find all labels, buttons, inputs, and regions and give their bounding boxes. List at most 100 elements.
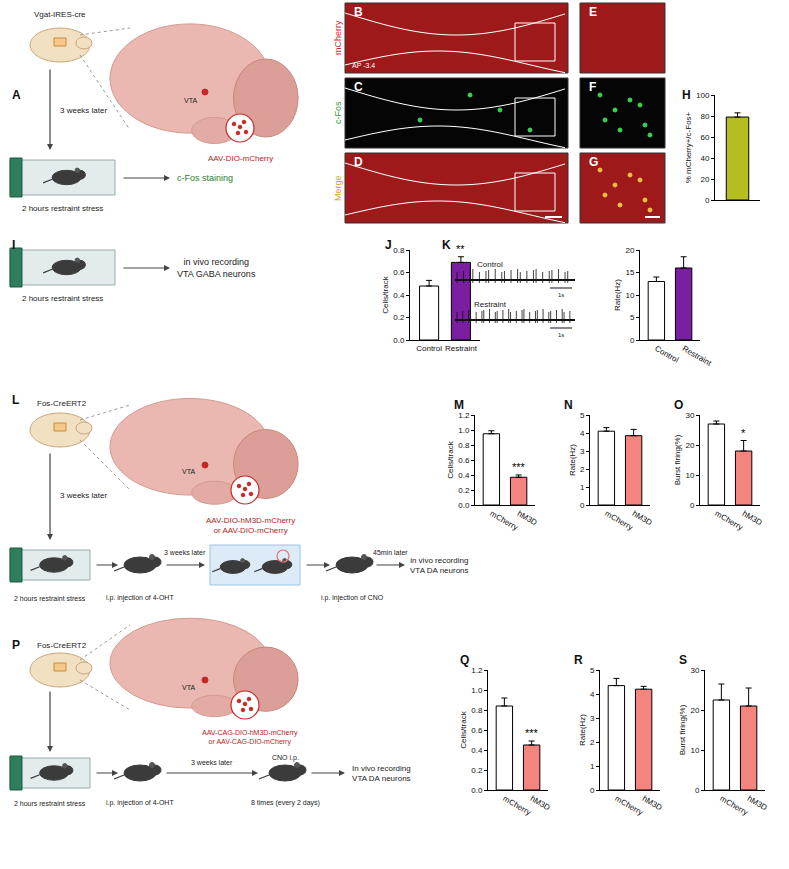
svg-text:**: ** xyxy=(456,243,465,255)
svg-text:2 hours restraint stress: 2 hours restraint stress xyxy=(22,204,103,213)
svg-text:4: 4 xyxy=(590,690,595,699)
svg-text:hM3D: hM3D xyxy=(631,509,654,528)
svg-text:in vivo recordingVTA DA neuron: in vivo recordingVTA DA neurons xyxy=(410,556,469,575)
svg-text:0.4: 0.4 xyxy=(471,746,483,755)
svg-text:F: F xyxy=(589,80,596,94)
svg-text:I: I xyxy=(12,238,15,252)
svg-text:VTA: VTA xyxy=(184,97,197,104)
svg-text:0: 0 xyxy=(705,196,710,205)
svg-text:Q: Q xyxy=(460,653,469,667)
svg-text:1s: 1s xyxy=(558,332,564,338)
svg-text:Cells/track: Cells/track xyxy=(446,440,455,478)
svg-text:P: P xyxy=(12,638,20,652)
svg-text:1: 1 xyxy=(590,762,595,771)
svg-text:S: S xyxy=(679,653,687,667)
svg-text:0.4: 0.4 xyxy=(393,291,405,300)
svg-text:0: 0 xyxy=(590,786,595,795)
svg-text:VTA: VTA xyxy=(182,468,195,475)
svg-text:mCherry: mCherry xyxy=(488,509,519,532)
svg-text:10: 10 xyxy=(690,746,699,755)
svg-text:mCherry: mCherry xyxy=(603,509,634,532)
svg-text:100: 100 xyxy=(696,91,710,100)
svg-text:1.2: 1.2 xyxy=(458,411,470,420)
svg-text:***: *** xyxy=(512,461,526,473)
svg-text:40: 40 xyxy=(700,154,709,163)
svg-text:Restraint: Restraint xyxy=(681,344,714,368)
svg-text:mCherry: mCherry xyxy=(333,20,343,55)
svg-text:J: J xyxy=(385,238,392,252)
svg-text:Rate(Hz): Rate(Hz) xyxy=(578,714,587,746)
svg-text:hM3D: hM3D xyxy=(746,794,769,813)
svg-text:mCherry: mCherry xyxy=(713,509,744,532)
svg-text:30: 30 xyxy=(685,411,694,420)
svg-text:3: 3 xyxy=(580,447,585,456)
svg-text:i.p. injection of 4-OHT: i.p. injection of 4-OHT xyxy=(106,799,174,807)
svg-text:0: 0 xyxy=(690,501,695,510)
svg-text:3 weeks later: 3 weeks later xyxy=(191,759,233,766)
svg-text:mCherry: mCherry xyxy=(501,794,532,817)
svg-text:0: 0 xyxy=(630,336,635,345)
svg-text:c-Fos: c-Fos xyxy=(333,101,343,124)
svg-text:45min later: 45min later xyxy=(373,549,408,556)
svg-text:R: R xyxy=(574,653,583,667)
svg-text:hM3D: hM3D xyxy=(641,794,664,813)
svg-text:80: 80 xyxy=(700,112,709,121)
svg-text:0: 0 xyxy=(580,501,585,510)
svg-text:20: 20 xyxy=(700,175,709,184)
svg-text:0.8: 0.8 xyxy=(393,246,405,255)
svg-text:1: 1 xyxy=(580,483,585,492)
svg-text:mCherry: mCherry xyxy=(613,794,644,817)
svg-text:2: 2 xyxy=(580,465,585,474)
svg-text:20: 20 xyxy=(685,441,694,450)
svg-text:Merge: Merge xyxy=(333,175,343,201)
svg-text:i.p. injection of 4-OHT: i.p. injection of 4-OHT xyxy=(106,594,174,602)
svg-text:Cells/track: Cells/track xyxy=(459,710,468,748)
svg-text:AP -3.4: AP -3.4 xyxy=(352,62,375,69)
svg-text:H: H xyxy=(682,88,691,102)
svg-text:20: 20 xyxy=(625,246,634,255)
svg-text:Burst firing(%): Burst firing(%) xyxy=(673,434,682,485)
svg-text:i.p. injection of CNO: i.p. injection of CNO xyxy=(321,594,384,602)
svg-text:AAV-CAG-DIO-hM3D-mCherryor AAV: AAV-CAG-DIO-hM3D-mCherryor AAV-CAG-DIO-m… xyxy=(202,729,298,746)
svg-text:3: 3 xyxy=(590,714,595,723)
svg-text:mCherry: mCherry xyxy=(718,794,749,817)
svg-text:AAV-DIO-mCherry: AAV-DIO-mCherry xyxy=(208,154,273,163)
svg-text:Fos-CreERT2: Fos-CreERT2 xyxy=(37,641,87,650)
svg-text:0.6: 0.6 xyxy=(471,726,483,735)
svg-text:2 hours restraint stress: 2 hours restraint stress xyxy=(14,595,86,602)
svg-text:Restraint: Restraint xyxy=(474,300,507,309)
svg-text:hM3D: hM3D xyxy=(516,509,539,528)
svg-text:0.0: 0.0 xyxy=(458,501,470,510)
svg-text:0: 0 xyxy=(695,786,700,795)
svg-text:0.6: 0.6 xyxy=(458,456,470,465)
svg-text:0.0: 0.0 xyxy=(393,336,405,345)
svg-text:D: D xyxy=(354,155,363,169)
svg-text:3 weeks later: 3 weeks later xyxy=(164,549,206,556)
svg-text:Control: Control xyxy=(477,260,503,269)
svg-text:hM3D: hM3D xyxy=(529,794,552,813)
svg-text:5: 5 xyxy=(630,313,635,322)
svg-text:C: C xyxy=(354,80,363,94)
svg-text:10: 10 xyxy=(685,471,694,480)
svg-text:in vivo recordingVTA GABA neur: in vivo recordingVTA GABA neurons xyxy=(177,257,256,279)
svg-text:15: 15 xyxy=(625,268,634,277)
svg-text:0.2: 0.2 xyxy=(393,313,405,322)
svg-text:hM3D: hM3D xyxy=(741,509,764,528)
svg-text:c-Fos staining: c-Fos staining xyxy=(177,173,233,183)
svg-text:3 weeks later: 3 weeks later xyxy=(60,491,107,500)
svg-text:1.0: 1.0 xyxy=(458,426,470,435)
svg-text:L: L xyxy=(12,393,19,407)
svg-text:0.4: 0.4 xyxy=(458,471,470,480)
svg-text:4: 4 xyxy=(580,429,585,438)
svg-text:E: E xyxy=(589,5,597,19)
svg-text:1s: 1s xyxy=(558,292,564,298)
svg-text:Cells/track: Cells/track xyxy=(381,275,390,313)
svg-text:10: 10 xyxy=(625,291,634,300)
svg-text:0.2: 0.2 xyxy=(471,766,483,775)
svg-text:AAV-DIO-hM3D-mCherryor AAV-DIO: AAV-DIO-hM3D-mCherryor AAV-DIO-mCherry xyxy=(206,516,295,535)
svg-text:N: N xyxy=(564,398,573,412)
svg-text:1.2: 1.2 xyxy=(471,666,483,675)
svg-text:VTA: VTA xyxy=(182,684,195,691)
svg-text:*: * xyxy=(741,427,746,439)
svg-text:Control: Control xyxy=(653,344,680,365)
